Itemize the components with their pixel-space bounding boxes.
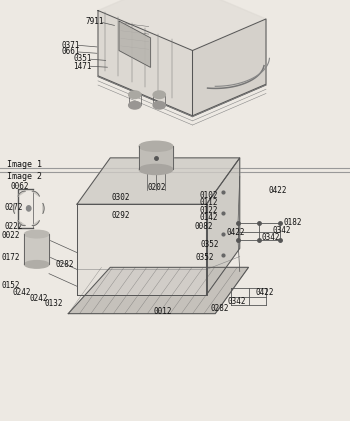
- Text: 0222: 0222: [4, 222, 23, 231]
- Text: 0132: 0132: [45, 298, 63, 308]
- Text: 0242: 0242: [30, 294, 48, 304]
- Polygon shape: [119, 21, 150, 67]
- Ellipse shape: [129, 91, 141, 99]
- Ellipse shape: [153, 91, 165, 99]
- Ellipse shape: [153, 101, 165, 109]
- Circle shape: [27, 206, 31, 211]
- Ellipse shape: [25, 230, 49, 238]
- Polygon shape: [139, 147, 173, 169]
- Ellipse shape: [25, 261, 49, 268]
- Text: 0292: 0292: [112, 211, 131, 220]
- Text: 0342: 0342: [272, 226, 291, 235]
- Text: 0122: 0122: [199, 205, 218, 215]
- Text: 0661: 0661: [61, 47, 80, 56]
- Text: 0302: 0302: [112, 193, 131, 203]
- Polygon shape: [77, 158, 240, 204]
- Text: 0142: 0142: [199, 213, 218, 222]
- Text: 0282: 0282: [211, 304, 229, 313]
- Polygon shape: [68, 267, 248, 314]
- Text: 0152: 0152: [2, 281, 20, 290]
- Text: 0422: 0422: [227, 228, 245, 237]
- Text: 0102: 0102: [199, 191, 218, 200]
- Text: 0242: 0242: [12, 288, 31, 297]
- Text: 0272: 0272: [4, 203, 23, 212]
- Text: 0422: 0422: [269, 186, 287, 195]
- Text: 0202: 0202: [147, 183, 166, 192]
- Text: 0342: 0342: [228, 297, 246, 306]
- Text: 0352: 0352: [200, 240, 219, 249]
- Text: 0022: 0022: [2, 231, 20, 240]
- Text: Image 2: Image 2: [7, 172, 42, 181]
- Text: 7911: 7911: [86, 17, 104, 27]
- Text: 0282: 0282: [56, 260, 75, 269]
- Text: 0082: 0082: [194, 221, 213, 231]
- Text: 0062: 0062: [10, 182, 29, 191]
- Text: 0351: 0351: [74, 54, 92, 64]
- Ellipse shape: [139, 141, 173, 152]
- Text: 0112: 0112: [199, 198, 218, 208]
- Polygon shape: [18, 221, 25, 226]
- Polygon shape: [32, 221, 40, 226]
- Ellipse shape: [129, 101, 141, 109]
- Text: 0012: 0012: [154, 307, 173, 316]
- Polygon shape: [43, 203, 44, 213]
- Polygon shape: [77, 204, 206, 295]
- Text: 0371: 0371: [61, 40, 80, 50]
- Polygon shape: [25, 234, 49, 264]
- Text: 0182: 0182: [284, 218, 302, 227]
- Text: Image 1: Image 1: [7, 160, 42, 169]
- Text: 0172: 0172: [2, 253, 20, 262]
- Polygon shape: [98, 0, 266, 51]
- Ellipse shape: [139, 164, 173, 174]
- Polygon shape: [32, 191, 40, 196]
- Text: 0342: 0342: [262, 233, 280, 242]
- Polygon shape: [98, 11, 192, 116]
- Polygon shape: [193, 19, 266, 116]
- Polygon shape: [13, 203, 15, 213]
- Polygon shape: [206, 158, 240, 295]
- Text: 0422: 0422: [256, 288, 274, 297]
- Polygon shape: [18, 191, 25, 196]
- Text: 0352: 0352: [195, 253, 214, 262]
- Text: 1471: 1471: [74, 61, 92, 71]
